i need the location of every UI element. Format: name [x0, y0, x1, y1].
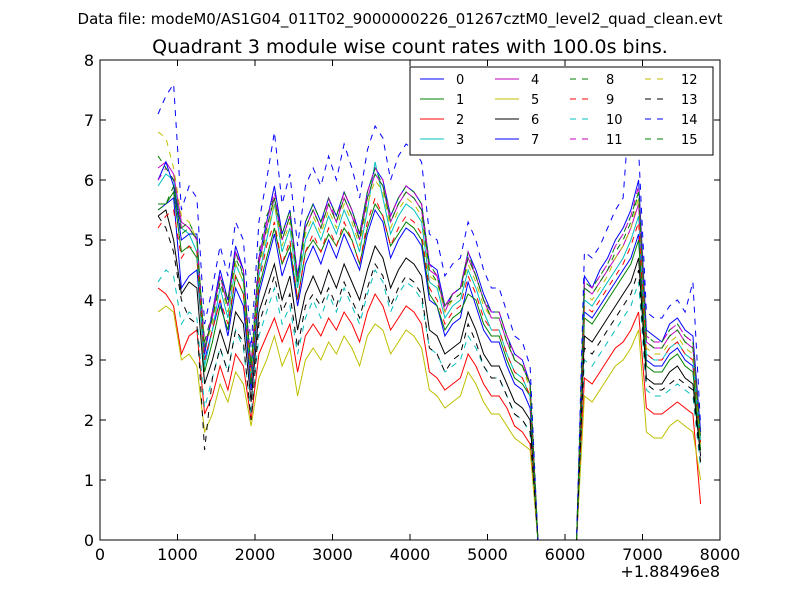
series-line-15 — [157, 155, 702, 541]
y-tick-label: 3 — [84, 351, 94, 370]
series-line-5 — [157, 305, 702, 541]
y-tick-label: 7 — [84, 111, 94, 130]
legend-label-2: 2 — [456, 113, 464, 128]
y-tick-label: 5 — [84, 231, 94, 250]
legend-label-10: 10 — [606, 113, 623, 128]
legend-label-5: 5 — [531, 93, 539, 108]
x-tick-label: 5000 — [467, 545, 508, 564]
series-line-4 — [157, 161, 702, 541]
legend-label-8: 8 — [606, 73, 614, 88]
legend-label-13: 13 — [681, 93, 698, 108]
x-offset-label: +1.88496e8 — [620, 562, 720, 581]
x-tick-label: 3000 — [312, 545, 353, 564]
series-line-8 — [157, 166, 702, 541]
legend-label-4: 4 — [531, 73, 539, 88]
series-line-13 — [157, 215, 702, 541]
x-tick-label: 4000 — [390, 545, 431, 564]
x-tick-label: 2000 — [235, 545, 276, 564]
legend-label-15: 15 — [681, 133, 698, 148]
y-tick-label: 0 — [84, 531, 94, 550]
plot-lines — [157, 82, 702, 541]
y-tick-label: 1 — [84, 471, 94, 490]
x-tick-label: 6000 — [545, 545, 586, 564]
x-tick-label: 7000 — [622, 545, 663, 564]
x-tick-label: 1000 — [157, 545, 198, 564]
y-tick-label: 8 — [84, 51, 94, 70]
legend-box — [409, 66, 714, 156]
series-line-9 — [157, 196, 702, 541]
series-line-6 — [157, 209, 702, 541]
x-tick-label: 8000 — [700, 545, 741, 564]
axis-ticks — [99, 59, 721, 541]
y-tick-label: 6 — [84, 171, 94, 190]
series-line-10 — [157, 268, 702, 541]
series-line-0 — [157, 197, 702, 541]
series-line-7 — [157, 160, 702, 541]
y-tick-label: 2 — [84, 411, 94, 430]
series-line-3 — [157, 161, 702, 541]
x-tick-label: 0 — [95, 545, 105, 564]
series-line-11 — [157, 166, 702, 541]
y-tick-label: 4 — [84, 291, 94, 310]
legend-label-9: 9 — [606, 93, 614, 108]
legend-label-11: 11 — [606, 133, 623, 148]
series-line-12 — [157, 131, 702, 541]
chart-title: Quadrant 3 module wise count rates with … — [152, 36, 668, 58]
legend-label-12: 12 — [681, 73, 698, 88]
legend-label-7: 7 — [531, 133, 539, 148]
axis-tick-labels: 0 1000 2000 3000 4000 5000 6000 7000 80000123456… — [84, 51, 741, 564]
legend-label-6: 6 — [531, 113, 539, 128]
legend-label-0: 0 — [456, 73, 464, 88]
legend-label-3: 3 — [456, 133, 464, 148]
series-line-2 — [157, 287, 702, 541]
series-line-1 — [158, 190, 702, 541]
chart-suptitle: Data file: modeM0/AS1G04_011T02_90000002… — [78, 10, 723, 29]
series-line-14 — [157, 82, 702, 541]
legend-label-14: 14 — [681, 113, 698, 128]
legend-label-1: 1 — [456, 93, 464, 108]
